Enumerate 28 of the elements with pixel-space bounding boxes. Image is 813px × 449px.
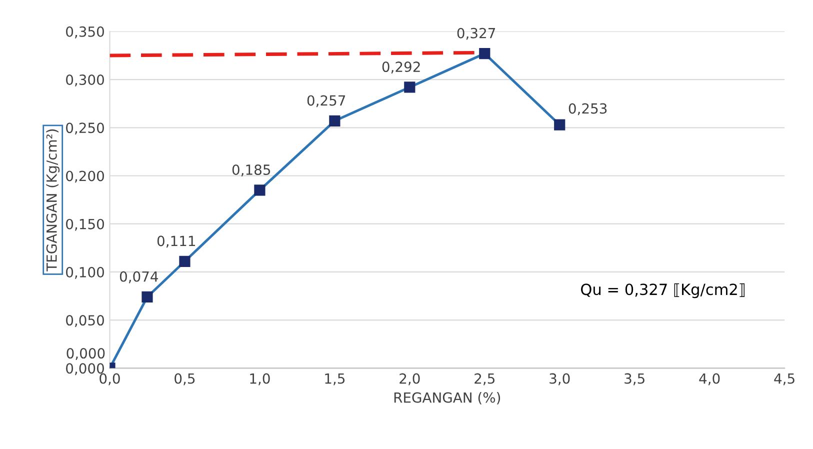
x-tick-label: 1,5	[325, 373, 345, 386]
y-tick-label: 0,100	[66, 266, 104, 279]
x-tick-label: 0,0	[100, 373, 120, 386]
data-label: 0,111	[157, 236, 195, 248]
x-axis-title: REGANGAN (%)	[394, 392, 500, 404]
y-tick-label: 0,050	[66, 315, 104, 327]
y-tick-label: 0,350	[66, 26, 104, 38]
x-tick-label: 2,5	[474, 373, 494, 386]
x-tick-label: 1,0	[250, 373, 270, 386]
y-axis-title: TEGANGAN (Kg/cm²)	[46, 129, 60, 272]
x-tick-label: 0,5	[174, 373, 195, 386]
y-tick-label: 0,300	[66, 74, 104, 86]
y-tick-label: 0,000	[66, 363, 104, 376]
y-tick-label: 0,250	[66, 122, 104, 135]
data-label: 0,185	[232, 164, 270, 176]
data-label: 0,253	[568, 103, 607, 116]
x-tick-label: 4,5	[774, 373, 794, 386]
data-label: 0,257	[307, 95, 346, 108]
x-tick-label: 3,0	[550, 373, 570, 386]
annotation: Qu = 0,327 ⟦Kg/cm2⟧	[581, 283, 745, 298]
y-tick-label: 0,150	[66, 218, 104, 231]
x-tick-label: 4,0	[699, 373, 720, 386]
data-label: 0,292	[382, 62, 420, 74]
data-label: 0,327	[457, 28, 495, 40]
data-label: 0,074	[120, 271, 158, 284]
x-tick-label: 2,0	[400, 373, 420, 386]
y-tick-label: 0,200	[66, 170, 104, 183]
x-tick-label: 3,5	[624, 373, 644, 386]
